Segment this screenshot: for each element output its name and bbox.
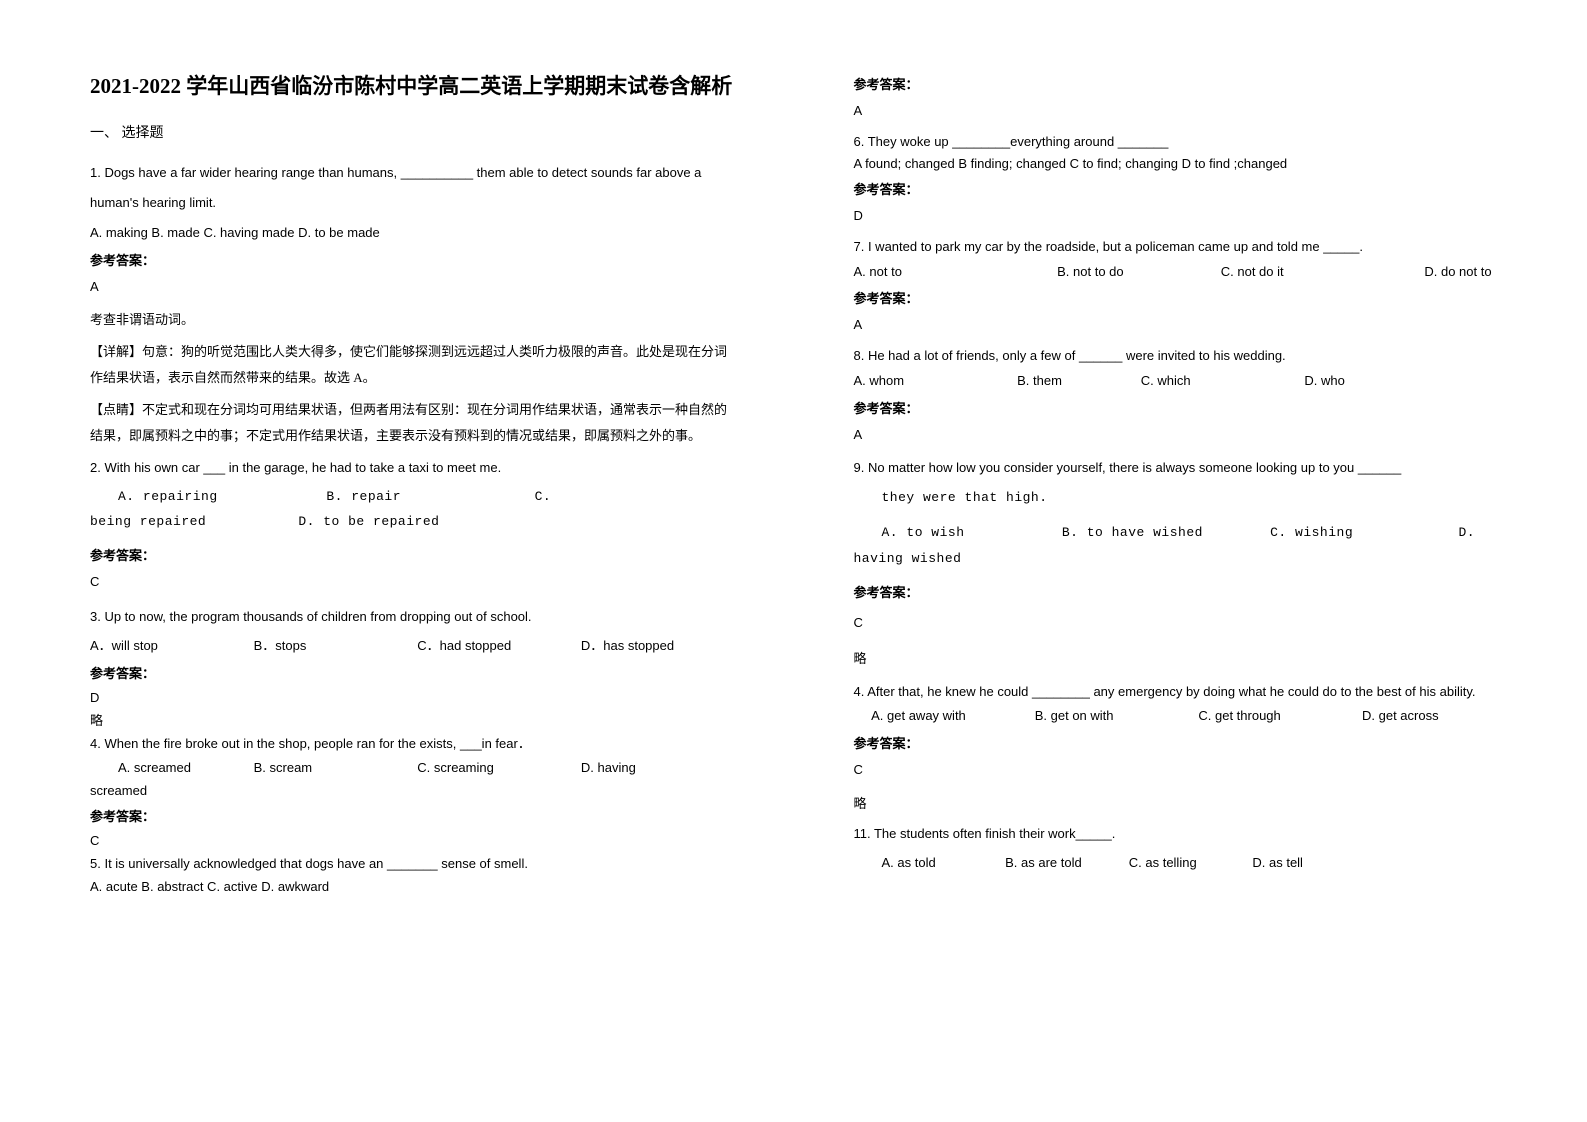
q9-stem-line2: they were that high. [854,485,1498,511]
q9-lue: 略 [854,646,1498,672]
q10-options: A. get away with B. get on with C. get t… [854,704,1498,729]
page-right: 参考答案： A 6. They woke up ________everythi… [794,0,1587,1122]
q3-optC: C．had stopped [417,634,577,659]
answer-label: 参考答案： [90,545,734,564]
q9-optC: C. wishing [1270,521,1450,546]
q6-stem: 6. They woke up ________everything aroun… [854,132,1498,153]
answer-label: 参考答案： [854,74,1498,93]
q11-optB: B. as are told [1005,851,1125,876]
q2-optB: B. repair [326,485,526,510]
q11-options: A. as told B. as are told C. as telling … [854,851,1498,876]
q10-optC: C. get through [1198,704,1358,729]
q4-optB: B. scream [254,756,414,781]
q4-stem: 4. When the fire broke out in the shop, … [90,734,734,755]
q2-answer: C [90,570,734,595]
q10-answer: C [854,758,1498,783]
q11-optC: C. as telling [1129,851,1249,876]
answer-label: 参考答案： [854,398,1498,417]
q1-options: A. making B. made C. having made D. to b… [90,220,734,246]
q5-answer: A [854,99,1498,124]
q2-line2b: D. to be repaired [298,510,439,535]
q9-stem: 9. No matter how low you consider yourse… [854,455,1498,481]
q11-optA: A. as told [882,851,1002,876]
q2-options-line2: being repaired D. to be repaired [90,510,734,535]
q8-optD: D. who [1304,369,1344,394]
q7-stem: 7. I wanted to park my car by the roadsi… [854,237,1498,258]
q2-optA: A. repairing [118,485,318,510]
answer-label: 参考答案： [854,733,1498,752]
q3-lue: 略 [90,711,734,732]
q1-stem-line2: human's hearing limit. [90,190,734,216]
answer-label: 参考答案： [90,806,734,825]
q2-stem: 2. With his own car ___ in the garage, h… [90,455,734,481]
page-left: 2021-2022 学年山西省临汾市陈村中学高二英语上学期期末试卷含解析 一、 … [0,0,794,1122]
q9-optD: D. [1458,521,1475,546]
q8-optA: A. whom [854,369,1014,394]
q8-stem: 8. He had a lot of friends, only a few o… [854,346,1498,367]
q6-answer: D [854,204,1498,229]
q2-options-line1: A. repairing B. repair C. [90,485,734,510]
q4-options-line1: A. screamed B. scream C. screaming D. ha… [90,756,734,781]
q10-optD: D. get across [1362,704,1439,729]
q1-expl-1: 【详解】句意：狗的听觉范围比人类大得多，使它们能够探测到远远超过人类听力极限的声… [90,339,734,391]
q9-options-line1: A. to wish B. to have wished C. wishing … [854,521,1498,546]
q9-optB: B. to have wished [1062,521,1262,546]
q10-lue: 略 [854,791,1498,817]
q10-optB: B. get on with [1035,704,1195,729]
q7-optA: A. not to [854,260,1054,285]
q2-line2a: being repaired [90,510,290,535]
q7-options: A. not to B. not to do C. not do it D. d… [854,260,1498,285]
q9-optA: A. to wish [854,521,1054,546]
q4-answer: C [90,831,734,852]
q10-stem: 4. After that, he knew he could ________… [854,682,1498,703]
q8-answer: A [854,423,1498,448]
q3-options: A．will stop B．stops C．had stopped D．has … [90,634,734,659]
q11-stem: 11. The students often finish their work… [854,821,1498,847]
q4-optC: C. screaming [417,756,577,781]
q3-stem: 3. Up to now, the program thousands of c… [90,604,734,630]
q1-stem-line1: 1. Dogs have a far wider hearing range t… [90,160,734,186]
q4-optA: A. screamed [90,756,250,781]
q6-options: A found; changed B finding; changed C to… [854,154,1498,175]
q3-optD: D．has stopped [581,634,674,659]
answer-label: 参考答案： [854,179,1498,198]
q10-optA: A. get away with [871,704,1031,729]
q8-options: A. whom B. them C. which D. who [854,369,1498,394]
answer-label: 参考答案： [90,250,734,269]
section-heading: 一、 选择题 [90,122,734,142]
q7-optD: D. do not to [1424,260,1491,285]
q4-options-line2: screamed [90,781,734,802]
q3-optB: B．stops [254,634,414,659]
q8-optB: B. them [1017,369,1137,394]
q7-optB: B. not to do [1057,260,1217,285]
q1-expl-head: 考查非谓语动词。 [90,307,734,333]
q9-options-line2: having wished [854,546,1498,572]
answer-label: 参考答案： [90,663,734,682]
answer-label: 参考答案： [854,582,1498,601]
q11-optD: D. as tell [1252,851,1303,876]
q8-optC: C. which [1141,369,1301,394]
q7-answer: A [854,313,1498,338]
q1-answer: A [90,275,734,300]
q7-optC: C. not do it [1221,260,1421,285]
q4-optD: D. having [581,756,636,781]
q3-answer: D [90,688,734,709]
q5-stem: 5. It is universally acknowledged that d… [90,854,734,875]
q2-optC: C. [535,485,552,510]
answer-label: 参考答案： [854,288,1498,307]
q1-expl-2: 【点睛】不定式和现在分词均可用结果状语，但两者用法有区别：现在分词用作结果状语，… [90,397,734,449]
q9-answer: C [854,611,1498,636]
q3-optA: A．will stop [90,634,250,659]
q5-options: A. acute B. abstract C. active D. awkwar… [90,877,734,898]
doc-title: 2021-2022 学年山西省临汾市陈村中学高二英语上学期期末试卷含解析 [90,70,734,104]
